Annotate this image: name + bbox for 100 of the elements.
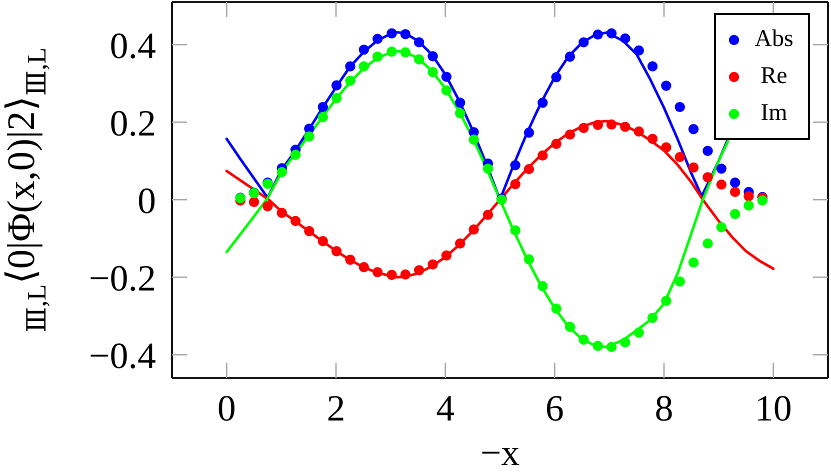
point bbox=[620, 337, 630, 348]
legend-label: Re bbox=[760, 63, 788, 90]
point bbox=[564, 129, 576, 140]
point bbox=[345, 61, 356, 72]
point bbox=[524, 164, 534, 174]
legend-label: Abs bbox=[754, 26, 794, 53]
point bbox=[386, 270, 397, 280]
point bbox=[276, 208, 287, 218]
point bbox=[372, 52, 383, 62]
y-tick-label: −0.4 bbox=[88, 336, 156, 377]
point bbox=[564, 322, 576, 332]
point bbox=[647, 134, 658, 144]
point bbox=[510, 160, 520, 170]
point bbox=[441, 85, 452, 96]
point bbox=[318, 102, 328, 112]
point bbox=[358, 262, 369, 272]
x-tick-label: 10 bbox=[754, 388, 792, 430]
x-tick-label: 8 bbox=[654, 388, 674, 430]
point bbox=[345, 76, 356, 86]
legend-label: Im bbox=[760, 100, 788, 127]
point bbox=[400, 29, 411, 40]
point bbox=[688, 124, 699, 134]
point bbox=[331, 93, 342, 104]
point bbox=[538, 281, 548, 292]
point bbox=[318, 112, 328, 122]
point bbox=[414, 37, 424, 48]
point bbox=[510, 179, 520, 190]
point bbox=[578, 37, 589, 48]
point bbox=[730, 208, 740, 220]
point bbox=[578, 122, 589, 134]
x-tick-label: 2 bbox=[326, 388, 346, 430]
point bbox=[414, 54, 424, 64]
point bbox=[634, 126, 644, 137]
y-tick-label: −0.2 bbox=[88, 258, 156, 300]
point bbox=[620, 122, 630, 132]
point bbox=[400, 47, 411, 58]
y-tick-label: 0.4 bbox=[110, 26, 156, 67]
point bbox=[661, 296, 672, 306]
point bbox=[744, 200, 754, 211]
point bbox=[468, 134, 479, 145]
point bbox=[290, 150, 301, 160]
point bbox=[674, 102, 685, 112]
point bbox=[290, 216, 301, 226]
point bbox=[454, 238, 466, 249]
point bbox=[248, 196, 260, 208]
point bbox=[564, 52, 576, 62]
point bbox=[345, 254, 356, 265]
point bbox=[606, 119, 617, 130]
point bbox=[372, 267, 383, 278]
point bbox=[647, 312, 658, 324]
point bbox=[441, 72, 452, 82]
point bbox=[386, 46, 397, 57]
point bbox=[414, 265, 424, 276]
point bbox=[358, 61, 369, 72]
point bbox=[538, 98, 548, 108]
point bbox=[606, 28, 617, 38]
point bbox=[606, 342, 617, 352]
point bbox=[304, 226, 314, 236]
point bbox=[592, 120, 603, 130]
point bbox=[661, 142, 672, 152]
point bbox=[620, 33, 630, 44]
point bbox=[730, 186, 740, 198]
point bbox=[647, 61, 658, 72]
point bbox=[400, 269, 411, 280]
point bbox=[331, 80, 342, 90]
point bbox=[730, 178, 740, 188]
point bbox=[716, 179, 727, 190]
point bbox=[538, 150, 548, 161]
point bbox=[674, 276, 685, 287]
point bbox=[661, 80, 672, 91]
point bbox=[634, 45, 644, 56]
y-tick-label: 0.2 bbox=[110, 103, 156, 144]
point bbox=[468, 224, 479, 235]
point bbox=[482, 210, 494, 220]
point bbox=[318, 236, 328, 246]
point bbox=[386, 28, 397, 38]
point bbox=[688, 162, 699, 173]
x-tick-label: 6 bbox=[545, 388, 564, 430]
point bbox=[482, 164, 494, 174]
point bbox=[716, 164, 727, 174]
point bbox=[702, 172, 713, 182]
point bbox=[276, 167, 287, 178]
point bbox=[524, 128, 534, 138]
point bbox=[716, 222, 727, 232]
point bbox=[428, 67, 438, 78]
point bbox=[702, 238, 713, 249]
point bbox=[744, 191, 754, 202]
point bbox=[551, 138, 562, 149]
point bbox=[372, 34, 383, 44]
point bbox=[262, 201, 273, 212]
point bbox=[454, 108, 466, 118]
point bbox=[757, 195, 768, 206]
x-tick-label: 4 bbox=[436, 388, 455, 430]
point bbox=[551, 72, 562, 82]
point bbox=[674, 152, 685, 162]
point bbox=[428, 51, 438, 62]
point bbox=[702, 146, 713, 156]
point bbox=[358, 44, 369, 55]
point bbox=[551, 304, 562, 314]
point bbox=[510, 225, 520, 236]
